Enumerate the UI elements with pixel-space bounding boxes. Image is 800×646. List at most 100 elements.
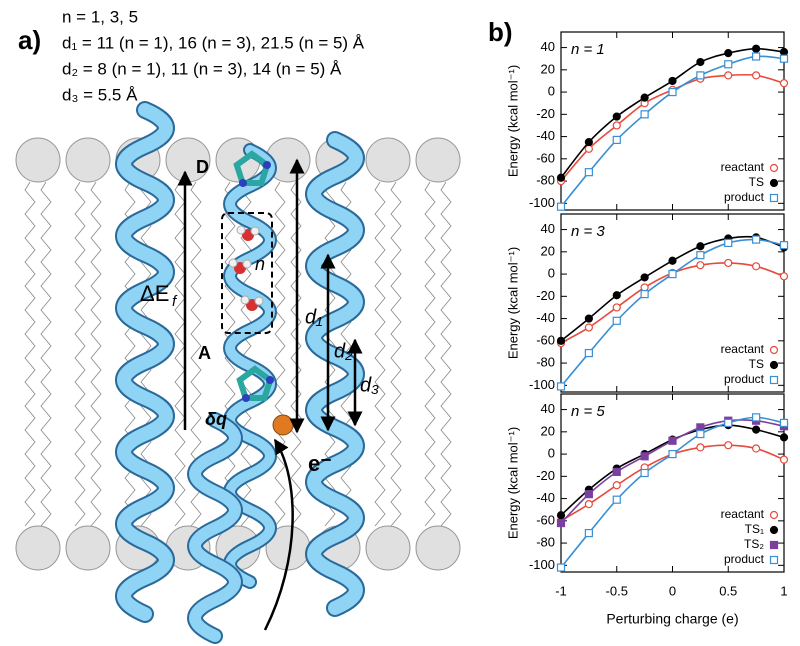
data-point: [779, 241, 789, 250]
panel-a-caption: n = 1, 3, 5: [62, 7, 138, 26]
data-point: [584, 490, 593, 499]
x-tick-label: -1: [555, 583, 567, 598]
legend-marker: [769, 525, 779, 535]
data-point: [612, 291, 621, 300]
y-axis-label: Energy (kcal mol⁻¹): [505, 65, 520, 177]
water-hydrogen: [236, 225, 246, 235]
data-point: [779, 455, 789, 464]
data-point: [779, 272, 789, 281]
data-point: [584, 348, 593, 358]
data-point: [584, 500, 593, 509]
legend-label: TS₁: [745, 522, 764, 536]
lipid-head: [415, 525, 461, 571]
panel-label: b): [488, 17, 513, 47]
data-point: [556, 563, 566, 572]
data-point: [696, 242, 705, 251]
legend-label: reactant: [721, 507, 765, 521]
y-tick-label: -40: [536, 128, 555, 143]
data-point: [779, 433, 789, 442]
legend-marker: [769, 345, 779, 355]
lipid-head: [365, 525, 411, 571]
legend-label: product: [724, 552, 765, 566]
y-tick-label: -100: [529, 195, 555, 210]
illustration-label: n: [255, 254, 265, 274]
panel-label: a): [18, 25, 41, 55]
illustration-label: D: [196, 157, 209, 177]
water-box: [221, 212, 273, 334]
legend-marker: [769, 555, 779, 565]
series-line: [560, 47, 785, 179]
lipid-head: [365, 137, 411, 183]
y-axis-label: Energy (kcal mol⁻¹): [505, 427, 520, 539]
legend-label: reactant: [721, 160, 765, 174]
data-point: [696, 71, 705, 80]
y-tick-label: -20: [536, 468, 555, 483]
legend-marker: [769, 193, 779, 203]
lipid-tail: [24, 181, 36, 527]
data-point: [668, 76, 677, 86]
data-point: [584, 314, 593, 323]
data-point: [696, 261, 705, 270]
legend-marker: [769, 375, 779, 385]
illustration-label: d₃: [360, 374, 379, 396]
data-point: [640, 283, 649, 292]
data-point: [584, 144, 593, 153]
x-tick-label: 0.5: [719, 583, 737, 598]
water-hydrogen: [254, 296, 264, 306]
nitrogen: [263, 161, 271, 169]
y-tick-label: -40: [536, 490, 555, 505]
y-tick-label: -60: [536, 332, 555, 347]
data-point: [696, 423, 705, 432]
lipid-tail: [40, 181, 52, 527]
data-point: [584, 528, 593, 538]
data-point: [779, 54, 789, 63]
lipid-tail: [390, 181, 402, 527]
y-tick-label: -100: [529, 557, 555, 572]
data-point: [752, 44, 761, 53]
data-point: [556, 202, 566, 211]
legend-marker: [769, 163, 779, 173]
lipid-tail: [74, 181, 86, 527]
data-point: [640, 290, 649, 299]
y-tick-label: -20: [536, 106, 555, 121]
legend-label: product: [724, 190, 765, 204]
legend-label: TS₂: [744, 537, 764, 551]
y-tick-label: -60: [536, 512, 555, 527]
legend-label: reactant: [721, 342, 765, 356]
panel-a-caption: d₂ = 8 (n = 1), 11 (n = 3), 14 (n = 5) Å: [62, 59, 342, 78]
data-point: [752, 235, 761, 244]
data-point: [584, 138, 593, 147]
helix: [225, 145, 275, 587]
data-point: [724, 60, 733, 69]
x-axis-label: Perturbing charge (e): [606, 611, 738, 627]
data-point: [612, 112, 621, 121]
y-tick-label: -20: [536, 288, 555, 303]
legend-marker: [769, 178, 779, 188]
data-point: [612, 316, 621, 325]
y-tick-label: 40: [541, 39, 555, 54]
data-point: [612, 467, 621, 476]
data-point: [752, 425, 761, 434]
data-point: [640, 93, 649, 102]
data-point: [584, 323, 593, 332]
data-point: [640, 273, 649, 282]
data-point: [752, 71, 761, 80]
lipid-head: [15, 137, 61, 183]
y-tick-label: 40: [541, 221, 555, 236]
lipid-tail: [374, 181, 386, 527]
helix: [189, 414, 241, 642]
water-hydrogen: [240, 295, 250, 305]
panel-a-caption: d₁ = 11 (n = 1), 16 (n = 3), 21.5 (n = 5…: [62, 33, 365, 52]
data-point: [556, 173, 566, 182]
illustration-label: d₁: [305, 306, 322, 328]
nitrogen: [239, 179, 247, 187]
x-tick-label: -0.5: [606, 583, 628, 598]
data-point: [640, 468, 649, 478]
data-point: [724, 441, 733, 450]
data-point: [668, 87, 677, 97]
y-tick-label: 0: [548, 446, 555, 461]
illustration-label: A: [198, 343, 211, 363]
data-point: [640, 110, 649, 119]
illustration-label: δq: [205, 409, 227, 429]
